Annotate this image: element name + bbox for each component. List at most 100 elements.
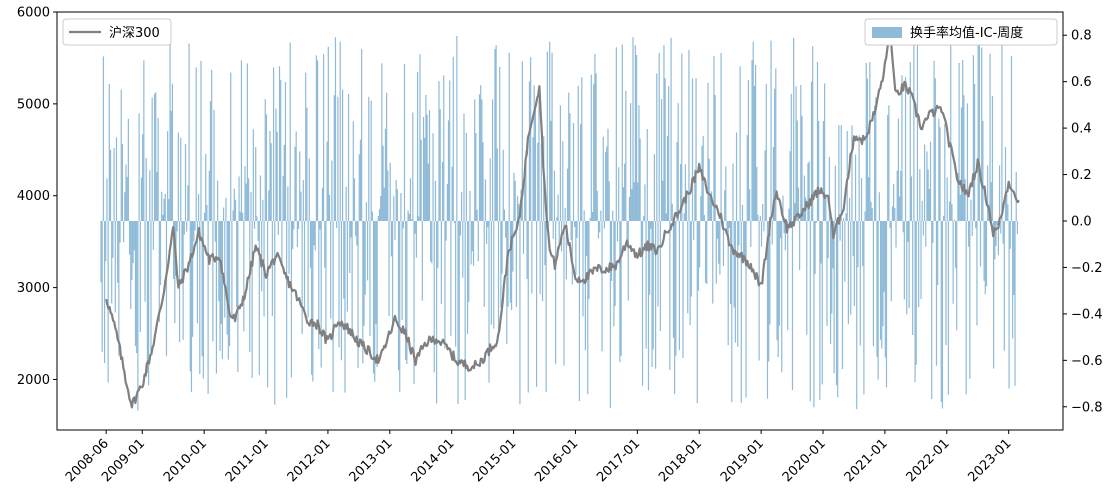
ic-bar [960,107,963,221]
ic-bar [766,221,769,399]
ic-bar [876,221,878,357]
ic-bar [948,201,951,221]
ic-bar [456,35,458,222]
ic-bar [590,74,592,222]
ic-bar [472,221,475,266]
ic-bar [301,221,303,335]
ic-bar [1012,221,1014,339]
ic-bar [372,221,375,374]
ic-bar [959,194,961,221]
ic-bar [234,199,237,221]
ic-bar [458,221,460,364]
ic-bar [393,196,395,221]
ic-bar [929,141,932,221]
ic-bar [380,196,382,221]
ic-bar [665,213,667,221]
ic-bar [971,221,973,237]
ic-bar [244,166,246,221]
x-tick-label: 2022-01 [904,436,953,485]
ic-bar [268,190,270,221]
ic-bar [369,221,371,336]
ic-bar [132,221,134,264]
ic-bar [271,221,273,317]
ic-bar [344,221,346,393]
ic-bar [537,142,539,221]
ic-bar [525,151,527,221]
ic-bar [328,194,331,221]
ic-bar [202,221,204,379]
ic-bar [270,143,272,221]
right-tick-label: −0.8 [1071,400,1103,415]
ic-bar [883,221,885,292]
ic-bar [274,221,276,405]
ic-bar [754,65,757,221]
ic-bar [827,221,829,259]
ic-bar [691,78,694,221]
ic-bar [715,221,717,284]
ic-bar [807,163,809,221]
ic-bar [569,113,571,221]
ic-bar [281,221,283,266]
ic-bar [885,221,888,388]
x-tick-label: 2023-01 [965,436,1014,485]
ic-bar [862,221,864,266]
ic-bar [169,38,171,222]
ic-bar [563,221,565,366]
ic-bar [327,46,329,221]
ic-bar [106,178,108,221]
ic-bar [101,221,103,352]
ic-bar [411,219,413,221]
ic-bar [582,221,584,317]
ic-bar [377,216,379,221]
ic-bar [477,221,479,262]
ic-bar [644,184,646,221]
ic-bar [408,213,410,221]
ic-bar [446,184,448,221]
ic-bar [164,193,166,221]
ic-bar [706,221,708,284]
ic-bar [511,221,513,310]
ic-bar [620,221,622,356]
ic-bar [381,63,383,221]
ic-bar [923,144,926,221]
ic-bar [632,37,634,222]
ic-bar [685,191,688,221]
ic-bar [666,136,669,221]
ic-bar [366,221,369,281]
ic-bar [771,221,773,245]
ic-bar [684,164,686,221]
ic-bar [549,41,551,221]
ic-bar [553,170,556,221]
ic-bar [641,221,644,386]
ic-bar [708,158,710,221]
ic-bar [297,221,300,230]
ic-bar [972,55,974,222]
ic-bar [162,214,164,221]
ic-bar [910,176,913,221]
ic-bar [743,221,745,259]
ic-bar [447,120,450,221]
ic-bar [912,221,914,335]
x-tick-label: 2014-01 [409,436,458,485]
ic-bar [840,125,842,221]
ic-bar [837,221,839,398]
ic-bar [846,131,848,221]
ic-bar [406,221,408,364]
ic-bar [878,192,880,221]
ic-bar [257,221,259,241]
ic-bar [615,47,617,222]
ic-bar [302,180,304,221]
ic-bar [415,221,417,258]
ic-bar [864,211,866,221]
ic-bar [535,221,538,387]
ic-bar [208,170,210,221]
ic-bar [173,221,175,280]
ic-bar [966,103,969,221]
ic-bar [675,221,677,356]
ic-bar [119,221,121,243]
ic-bar [300,191,302,221]
ic-bar [399,221,401,393]
ic-bar [797,187,800,221]
ic-bar [414,221,416,234]
